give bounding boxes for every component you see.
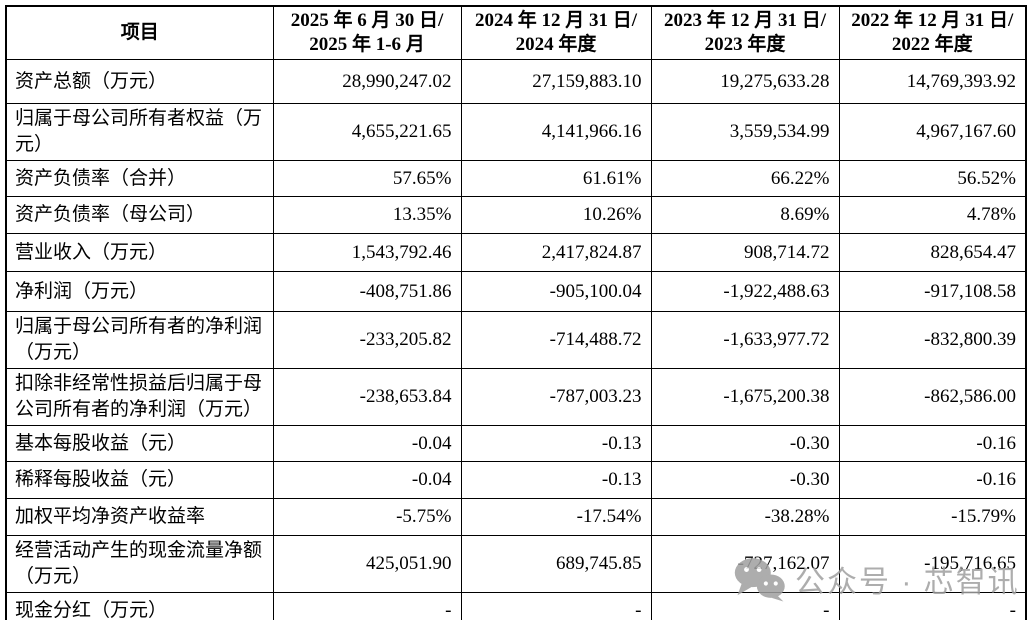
cell-value: -1,675,200.38 — [650, 368, 840, 426]
row-label: 稀释每股收益（元） — [5, 461, 274, 499]
cell-value: 8.69% — [650, 196, 840, 234]
cell-value: -714,488.72 — [460, 311, 652, 369]
row-label: 加权平均净资产收益率 — [5, 498, 274, 536]
cell-value: - — [272, 592, 462, 620]
cell-value: - — [838, 592, 1027, 620]
cell-value: -0.13 — [460, 461, 652, 499]
cell-value: -0.16 — [838, 425, 1027, 462]
row-label: 现金分红（万元） — [5, 592, 274, 620]
header-line: 2024 年 12 月 31 日/ — [474, 10, 638, 31]
cell-value: 4,655,221.65 — [272, 103, 462, 161]
cell-value: -0.30 — [650, 461, 840, 499]
table-row-parent-equity: 归属于母公司所有者权益（万元） 4,655,221.65 4,141,966.1… — [5, 103, 1027, 161]
column-header-2025: 2025 年 6 月 30 日/2025 年 1-6 月 — [272, 5, 462, 60]
cell-value: -1,633,977.72 — [650, 311, 840, 369]
cell-value: -727,162.07 — [650, 535, 840, 593]
cell-value: 56.52% — [838, 160, 1027, 197]
cell-value: -832,800.39 — [838, 311, 1027, 369]
table-row-basic-eps: 基本每股收益（元） -0.04 -0.13 -0.30 -0.16 — [5, 425, 1027, 462]
cell-value: -233,205.82 — [272, 311, 462, 369]
table-row-cash-dividend: 现金分红（万元） - - - - — [5, 592, 1027, 620]
cell-value: -5.75% — [272, 498, 462, 536]
cell-value: -0.04 — [272, 425, 462, 462]
header-line: 2022 年 12 月 31 日/ — [851, 10, 1014, 31]
cell-value: -195,716.65 — [838, 535, 1027, 593]
cell-value: -238,653.84 — [272, 368, 462, 426]
cell-value: 425,051.90 — [272, 535, 462, 593]
table-row-operating-cash-flow: 经营活动产生的现金流量净额（万元） 425,051.90 689,745.85 … — [5, 535, 1027, 593]
table-row-weighted-roe: 加权平均净资产收益率 -5.75% -17.54% -38.28% -15.79… — [5, 498, 1027, 536]
financial-summary-table: 项目 2025 年 6 月 30 日/2025 年 1-6 月 2024 年 1… — [5, 5, 1027, 620]
cell-value: 4,967,167.60 — [838, 103, 1027, 161]
row-label: 营业收入（万元） — [5, 233, 274, 272]
header-line: 2022 年度 — [891, 34, 973, 55]
row-label: 归属于母公司所有者的净利润（万元） — [5, 311, 274, 369]
table-row-diluted-eps: 稀释每股收益（元） -0.04 -0.13 -0.30 -0.16 — [5, 461, 1027, 499]
cell-value: 4,141,966.16 — [460, 103, 652, 161]
header-line: 2023 年度 — [704, 34, 786, 55]
cell-value: -0.13 — [460, 425, 652, 462]
row-label: 基本每股收益（元） — [5, 425, 274, 462]
cell-value: 19,275,633.28 — [650, 59, 840, 104]
cell-value: 61.61% — [460, 160, 652, 197]
cell-value: -787,003.23 — [460, 368, 652, 426]
row-label: 资产总额（万元） — [5, 59, 274, 104]
cell-value: -0.16 — [838, 461, 1027, 499]
cell-value: - — [650, 592, 840, 620]
cell-value: -917,108.58 — [838, 271, 1027, 312]
column-header-2023: 2023 年 12 月 31 日/2023 年度 — [650, 5, 840, 60]
row-label: 扣除非经常性损益后归属于母公司所有者的净利润（万元） — [5, 368, 274, 426]
cell-value: 57.65% — [272, 160, 462, 197]
column-header-2022: 2022 年 12 月 31 日/2022 年度 — [838, 5, 1027, 60]
table-row-debt-ratio-consolidated: 资产负债率（合并） 57.65% 61.61% 66.22% 56.52% — [5, 160, 1027, 197]
cell-value: -862,586.00 — [838, 368, 1027, 426]
cell-value: -15.79% — [838, 498, 1027, 536]
cell-value: 14,769,393.92 — [838, 59, 1027, 104]
header-line: 2025 年 6 月 30 日/ — [290, 10, 444, 31]
cell-value: 27,159,883.10 — [460, 59, 652, 104]
row-label: 资产负债率（合并） — [5, 160, 274, 197]
table-row-revenue: 营业收入（万元） 1,543,792.46 2,417,824.87 908,7… — [5, 233, 1027, 272]
cell-value: 13.35% — [272, 196, 462, 234]
row-label: 资产负债率（母公司） — [5, 196, 274, 234]
cell-value: 689,745.85 — [460, 535, 652, 593]
header-row: 项目 2025 年 6 月 30 日/2025 年 1-6 月 2024 年 1… — [5, 5, 1027, 60]
header-line: 2024 年度 — [515, 34, 597, 55]
row-label: 归属于母公司所有者权益（万元） — [5, 103, 274, 161]
cell-value: 828,654.47 — [838, 233, 1027, 272]
cell-value: -38.28% — [650, 498, 840, 536]
cell-value: 908,714.72 — [650, 233, 840, 272]
cell-value: 28,990,247.02 — [272, 59, 462, 104]
table-row-net-profit-deducted: 扣除非经常性损益后归属于母公司所有者的净利润（万元） -238,653.84 -… — [5, 368, 1027, 426]
table-row-total-assets: 资产总额（万元） 28,990,247.02 27,159,883.10 19,… — [5, 59, 1027, 104]
cell-value: 3,559,534.99 — [650, 103, 840, 161]
header-line: 项目 — [120, 22, 159, 43]
cell-value: -408,751.86 — [272, 271, 462, 312]
header-line: 2025 年 1-6 月 — [309, 34, 425, 55]
cell-value: -905,100.04 — [460, 271, 652, 312]
row-label: 净利润（万元） — [5, 271, 274, 312]
cell-value: - — [460, 592, 652, 620]
column-header-item: 项目 — [5, 5, 274, 60]
column-header-2024: 2024 年 12 月 31 日/2024 年度 — [460, 5, 652, 60]
cell-value: 10.26% — [460, 196, 652, 234]
cell-value: 2,417,824.87 — [460, 233, 652, 272]
table-row-net-profit-parent: 归属于母公司所有者的净利润（万元） -233,205.82 -714,488.7… — [5, 311, 1027, 369]
table-row-net-profit: 净利润（万元） -408,751.86 -905,100.04 -1,922,4… — [5, 271, 1027, 312]
cell-value: 4.78% — [838, 196, 1027, 234]
cell-value: -0.04 — [272, 461, 462, 499]
cell-value: 66.22% — [650, 160, 840, 197]
cell-value: -17.54% — [460, 498, 652, 536]
table-row-debt-ratio-parent: 资产负债率（母公司） 13.35% 10.26% 8.69% 4.78% — [5, 196, 1027, 234]
cell-value: -0.30 — [650, 425, 840, 462]
header-line: 2023 年 12 月 31 日/ — [663, 10, 827, 31]
cell-value: -1,922,488.63 — [650, 271, 840, 312]
row-label: 经营活动产生的现金流量净额（万元） — [5, 535, 274, 593]
cell-value: 1,543,792.46 — [272, 233, 462, 272]
